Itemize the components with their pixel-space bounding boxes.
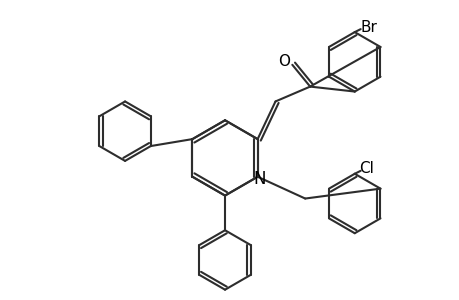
Text: N: N bbox=[253, 170, 265, 188]
Text: Cl: Cl bbox=[358, 161, 373, 176]
Text: Br: Br bbox=[359, 20, 376, 34]
Text: O: O bbox=[278, 54, 290, 69]
